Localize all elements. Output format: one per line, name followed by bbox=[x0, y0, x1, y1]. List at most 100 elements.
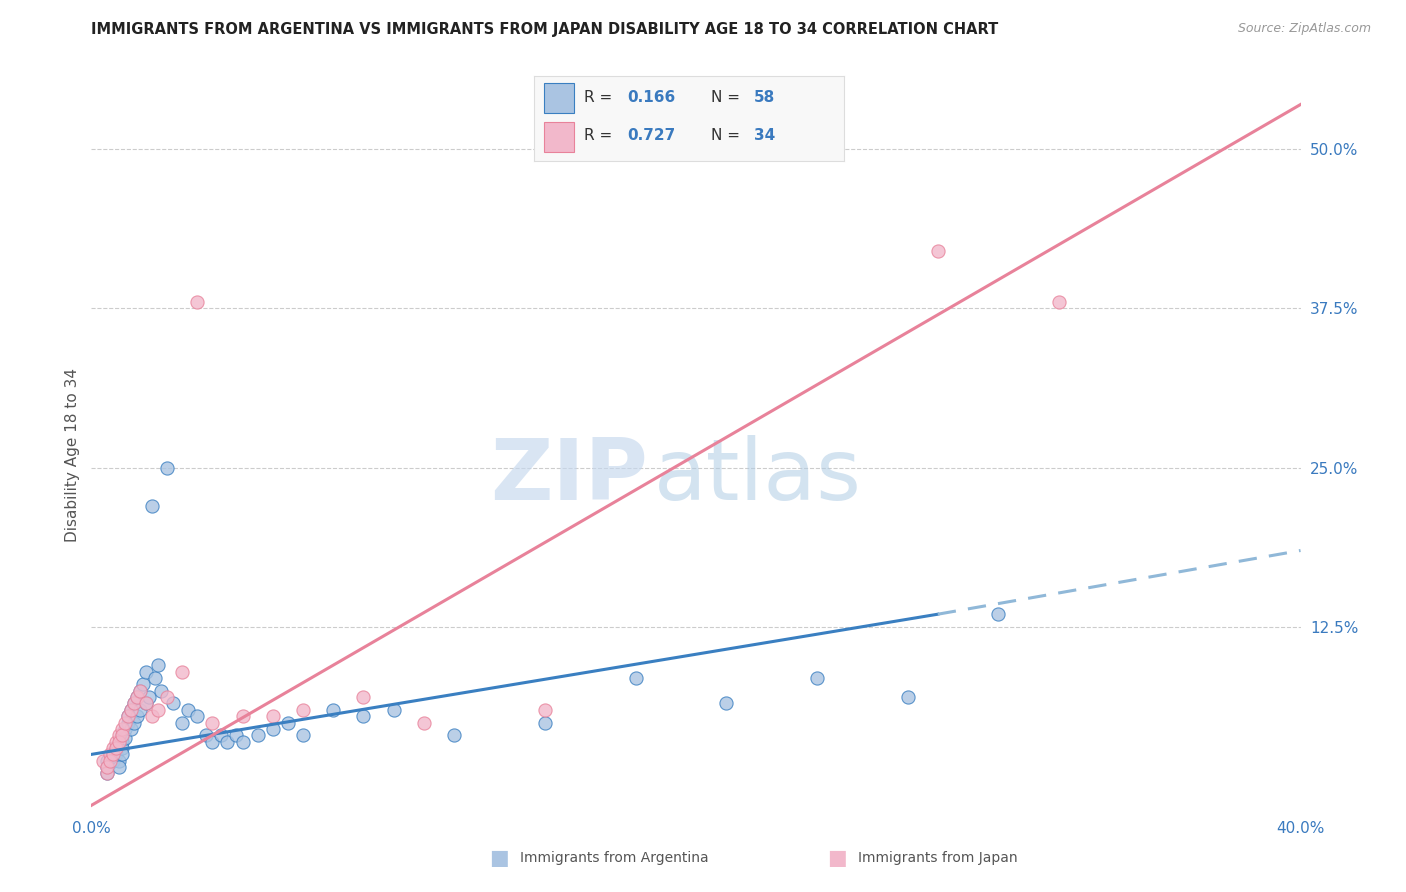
Point bbox=[1047, 295, 1070, 310]
Point bbox=[262, 709, 284, 723]
Text: Immigrants from Japan: Immigrants from Japan bbox=[858, 851, 1018, 865]
Point bbox=[209, 728, 232, 742]
Point bbox=[120, 722, 142, 736]
Point bbox=[104, 734, 127, 748]
Point bbox=[714, 697, 737, 711]
Point bbox=[96, 760, 118, 774]
Point bbox=[141, 499, 163, 513]
Point bbox=[231, 709, 253, 723]
Point bbox=[352, 709, 374, 723]
Point bbox=[114, 715, 136, 730]
Point bbox=[146, 703, 169, 717]
Text: N =: N = bbox=[710, 128, 744, 144]
Point bbox=[96, 754, 118, 768]
Point bbox=[217, 734, 239, 748]
Point bbox=[111, 722, 132, 736]
Point bbox=[149, 683, 172, 698]
Text: Source: ZipAtlas.com: Source: ZipAtlas.com bbox=[1237, 22, 1371, 36]
Point bbox=[135, 697, 157, 711]
Point bbox=[96, 766, 118, 780]
Point bbox=[382, 703, 405, 717]
Point bbox=[201, 734, 224, 748]
Point bbox=[114, 731, 136, 745]
Point bbox=[107, 754, 129, 768]
Point bbox=[162, 697, 184, 711]
Bar bbox=[544, 121, 575, 152]
Point bbox=[128, 683, 150, 698]
Point bbox=[122, 697, 145, 711]
Point bbox=[117, 709, 139, 723]
Point bbox=[128, 703, 150, 717]
Point bbox=[143, 671, 166, 685]
Point bbox=[135, 697, 157, 711]
Point bbox=[177, 703, 200, 717]
Point bbox=[132, 677, 155, 691]
Point bbox=[111, 747, 132, 762]
Point bbox=[135, 665, 157, 679]
Point bbox=[413, 715, 436, 730]
Point bbox=[322, 703, 344, 717]
Point bbox=[292, 728, 315, 742]
Point bbox=[156, 690, 179, 704]
Point bbox=[114, 722, 136, 736]
Point bbox=[195, 728, 218, 742]
Y-axis label: Disability Age 18 to 34: Disability Age 18 to 34 bbox=[65, 368, 80, 542]
Point bbox=[806, 671, 828, 685]
Point bbox=[897, 690, 920, 704]
Point bbox=[231, 734, 253, 748]
Point bbox=[101, 741, 124, 756]
Bar bbox=[544, 83, 575, 113]
Point bbox=[96, 766, 118, 780]
Point bbox=[96, 760, 118, 774]
Point bbox=[138, 690, 160, 704]
Point bbox=[111, 728, 132, 742]
Point bbox=[352, 690, 374, 704]
Point bbox=[292, 703, 315, 717]
Text: 58: 58 bbox=[754, 90, 775, 105]
Point bbox=[533, 715, 555, 730]
Text: ■: ■ bbox=[827, 848, 846, 868]
Point bbox=[117, 715, 139, 730]
Point bbox=[277, 715, 299, 730]
Text: IMMIGRANTS FROM ARGENTINA VS IMMIGRANTS FROM JAPAN DISABILITY AGE 18 TO 34 CORRE: IMMIGRANTS FROM ARGENTINA VS IMMIGRANTS … bbox=[91, 22, 998, 37]
Point bbox=[104, 741, 127, 756]
Point bbox=[533, 703, 555, 717]
Point bbox=[172, 665, 194, 679]
Point bbox=[122, 697, 145, 711]
Point bbox=[927, 244, 949, 258]
Point bbox=[107, 728, 129, 742]
Point bbox=[443, 728, 465, 742]
Point bbox=[201, 715, 224, 730]
Point bbox=[98, 754, 121, 768]
Text: 34: 34 bbox=[754, 128, 775, 144]
Text: atlas: atlas bbox=[654, 434, 862, 518]
Text: R =: R = bbox=[583, 90, 617, 105]
Point bbox=[186, 295, 208, 310]
Text: R =: R = bbox=[583, 128, 617, 144]
Point bbox=[111, 734, 132, 748]
Point bbox=[172, 715, 194, 730]
Point bbox=[111, 741, 132, 756]
Point bbox=[101, 747, 124, 762]
Text: ZIP: ZIP bbox=[489, 434, 648, 518]
Point bbox=[141, 709, 163, 723]
Point bbox=[624, 671, 647, 685]
Point bbox=[120, 703, 142, 717]
Point bbox=[117, 709, 139, 723]
Point bbox=[125, 690, 148, 704]
Point bbox=[101, 754, 124, 768]
Point bbox=[262, 722, 284, 736]
Point bbox=[246, 728, 269, 742]
Point bbox=[107, 760, 129, 774]
Point bbox=[128, 683, 150, 698]
Point bbox=[107, 734, 129, 748]
Point bbox=[101, 747, 124, 762]
Point bbox=[120, 703, 142, 717]
Text: 0.727: 0.727 bbox=[627, 128, 675, 144]
Point bbox=[146, 658, 169, 673]
Point bbox=[104, 747, 127, 762]
Text: ■: ■ bbox=[489, 848, 509, 868]
Point bbox=[186, 709, 208, 723]
Text: N =: N = bbox=[710, 90, 744, 105]
Point bbox=[122, 715, 145, 730]
